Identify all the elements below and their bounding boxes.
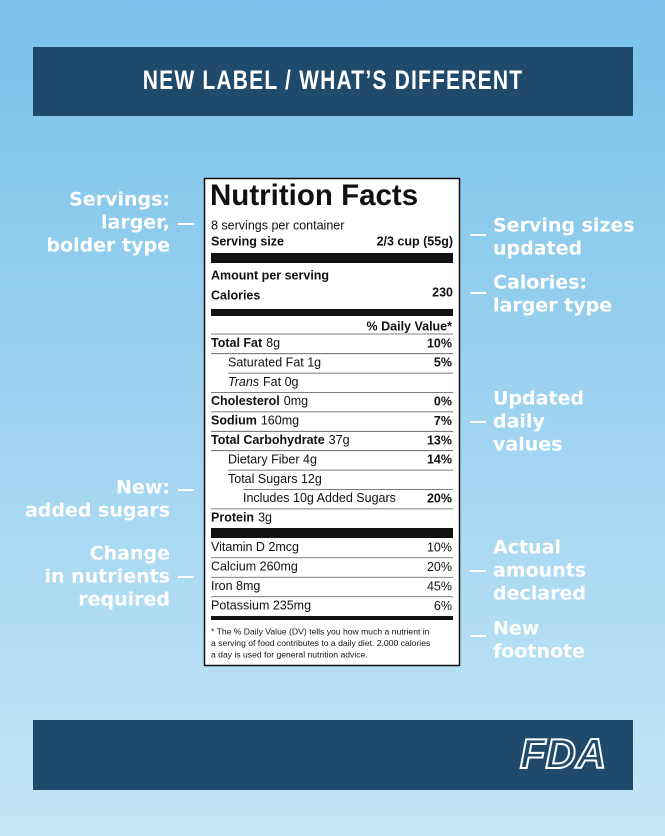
nutrient-amount: 37g <box>329 433 350 447</box>
nutrient-name: Protein <box>211 511 254 525</box>
daily-value: 20% <box>427 491 452 505</box>
annotation: declared <box>493 583 586 605</box>
nutrient-row: Saturated Fat 1g <box>228 356 321 370</box>
nutrient-row: Trans Fat 0g <box>228 375 299 389</box>
nutrient-row: Total Fat 8g <box>211 336 280 350</box>
nutrient-name: Sodium <box>211 414 257 428</box>
dv-header: % Daily Value* <box>367 319 453 333</box>
serving-size: 2/3 cup (55g) <box>377 234 453 248</box>
annotation: footnote <box>493 641 585 663</box>
annotation: amounts <box>493 560 586 582</box>
serving-size-label: Serving size <box>211 234 284 248</box>
daily-value: 0% <box>434 394 452 408</box>
daily-value: 7% <box>434 414 452 428</box>
annotation: Updated <box>493 388 584 410</box>
daily-value: 13% <box>427 433 452 447</box>
header-title: NEW LABEL / WHAT’S DIFFERENT <box>143 66 523 96</box>
annotation: Change <box>90 543 170 565</box>
nutrient-amount: 0mg <box>284 394 308 408</box>
footer-bar <box>33 720 633 790</box>
annotation: in nutrients <box>45 566 170 588</box>
daily-value: 6% <box>434 599 452 613</box>
footnote: a day is used for general nutrition advi… <box>211 649 368 659</box>
daily-value: 10% <box>427 540 452 554</box>
annotation: added sugars <box>25 500 170 522</box>
daily-value: 20% <box>427 560 452 574</box>
nutrient-amount: Dietary Fiber 4g <box>228 453 317 467</box>
amount-per-serving: Amount per serving <box>211 268 329 282</box>
fda-logo: FDA <box>520 730 606 777</box>
annotation: updated <box>493 238 582 260</box>
daily-value: 10% <box>427 336 452 350</box>
annotation: values <box>493 434 562 456</box>
annotation: New <box>493 618 539 640</box>
annotation: larger, <box>101 212 170 234</box>
nutrient-row: Vitamin D 2mcg <box>211 540 299 554</box>
annotation: New: <box>116 477 170 499</box>
footnote: * The % Daily Value (DV) tells you how m… <box>211 626 430 636</box>
nutrient-amount: Iron 8mg <box>211 579 260 593</box>
annotation: daily <box>493 411 545 433</box>
nutrient-row: Total Sugars 12g <box>228 472 322 486</box>
label-title: Nutrition Facts <box>210 179 418 212</box>
annotation: Calories: <box>493 272 587 294</box>
nutrient-amount: Vitamin D 2mcg <box>211 540 299 554</box>
annotation: required <box>78 589 170 611</box>
annotation: bolder type <box>46 235 170 257</box>
thick-rule <box>211 616 453 620</box>
nutrient-amount: 3g <box>258 511 272 525</box>
nutrition-label: Nutrition Facts 8 servings per container… <box>210 179 453 659</box>
nutrient-row: Potassium 235mg <box>211 599 311 613</box>
nutrient-row: Protein 3g <box>211 511 272 525</box>
nutrient-name: Total Fat <box>211 336 263 350</box>
annotation: larger type <box>493 295 612 317</box>
nutrient-amount: 8g <box>266 336 280 350</box>
annotation: Servings: <box>69 189 170 211</box>
nutrient-name: Trans <box>228 375 259 389</box>
thick-rule <box>211 253 453 263</box>
nutrient-amount: Potassium 235mg <box>211 599 311 613</box>
thick-rule <box>211 528 453 538</box>
nutrient-row: Sodium 160mg <box>211 414 299 428</box>
servings: 8 servings per container <box>211 218 344 232</box>
calories-label: Calories <box>211 288 260 302</box>
header-bar <box>33 47 633 116</box>
calories: 230 <box>432 285 453 299</box>
nutrient-row: Iron 8mg <box>211 579 260 593</box>
annotation: Serving sizes <box>493 215 635 237</box>
nutrient-amount: Includes 10g Added Sugars <box>243 491 396 505</box>
nutrient-row: Total Carbohydrate 37g <box>211 433 350 447</box>
thick-rule <box>211 309 453 316</box>
nutrient-amount: 160mg <box>261 414 299 428</box>
nutrient-row: Calcium 260mg <box>211 560 298 574</box>
nutrient-row: Cholesterol 0mg <box>211 394 308 408</box>
nutrient-amount: Fat 0g <box>263 375 298 389</box>
nutrient-name: Cholesterol <box>211 394 280 408</box>
nutrient-name: Total Carbohydrate <box>211 433 325 447</box>
nutrient-amount: Calcium 260mg <box>211 560 298 574</box>
daily-value: 45% <box>427 579 452 593</box>
daily-value: 5% <box>434 356 452 370</box>
nutrient-amount: Total Sugars 12g <box>228 472 322 486</box>
annotation: Actual <box>493 537 561 559</box>
daily-value: 14% <box>427 453 452 467</box>
nutrient-row: Dietary Fiber 4g <box>228 453 317 467</box>
nutrient-row: Includes 10g Added Sugars <box>243 491 396 505</box>
footnote: a serving of food contributes to a daily… <box>211 638 430 648</box>
nutrient-amount: Saturated Fat 1g <box>228 356 321 370</box>
